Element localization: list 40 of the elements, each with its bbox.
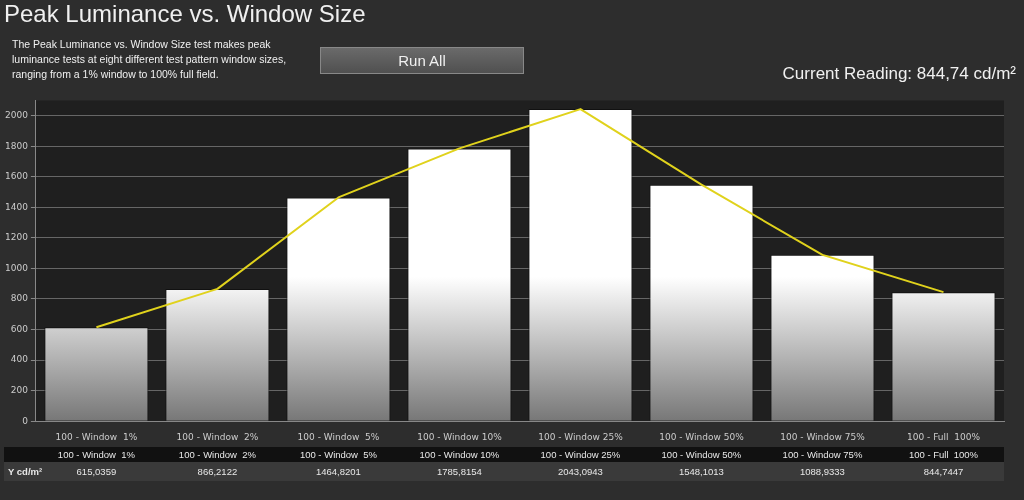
y-tick-label: 1600 [5,171,29,182]
y-tick-label: 0 [22,415,29,426]
category-label: 100 - Window 25% [540,449,621,460]
x-tick-label: 100 - Window 25% [538,431,624,442]
x-tick-label: 100 - Full 100% [906,431,981,442]
data-label: 2043,0943 [556,466,604,477]
chart-title: Peak Luminance vs. Window Size [4,0,366,28]
category-label: 100 - Window 5% [299,449,377,460]
y-tick-label: 1400 [5,201,29,212]
data-label: 1785,8154 [435,466,483,477]
x-tick-label: 100 - Window 2% [176,431,259,442]
category-label: 100 - Full 100% [908,449,979,460]
x-tick-label: 100 - Window 50% [659,431,745,442]
y-tick-label: 400 [10,354,29,365]
chart-subtitle: The Peak Luminance vs. Window Size test makes peak luminance tests at eight different test pattern window sizes, ranging from a 1% window to 100% full field. [12,37,288,82]
y-tick-label: 1000 [5,262,29,273]
data-label: 844,7447 [922,466,965,477]
y-tick-label: 1800 [5,140,29,151]
category-label: 100 - Window 10% [419,449,500,460]
category-label: 100 - Window 75% [782,449,863,460]
y-tick-label: 600 [10,323,29,334]
x-tick-label: 100 - Window 5% [297,431,380,442]
x-tick-label: 100 - Window 75% [780,431,866,442]
x-tick-label: 100 - Window 1% [55,431,138,442]
category-label: 100 - Window 1% [57,449,135,460]
y-tick-label: 1200 [5,232,29,243]
data-label: 866,2122 [196,466,239,477]
text: Current Reading: 844,74 cd/m² [782,64,1016,84]
x-tick-label: 100 - Window 10% [417,431,503,442]
y-tick-label: 800 [10,293,29,304]
y-tick-label: 200 [10,384,29,395]
category-label: 100 - Window 2% [178,449,256,460]
category-label: 100 - Window 50% [661,449,742,460]
data-label: 1088,9333 [799,466,846,477]
data-label: 615,0359 [76,466,117,477]
data-label: 1464,8201 [314,466,362,477]
y-tick-label: 2000 [5,110,29,121]
text: Run All [320,47,524,74]
data-label: 1548,1013 [678,466,725,477]
text: Y cd/m² [8,466,43,477]
